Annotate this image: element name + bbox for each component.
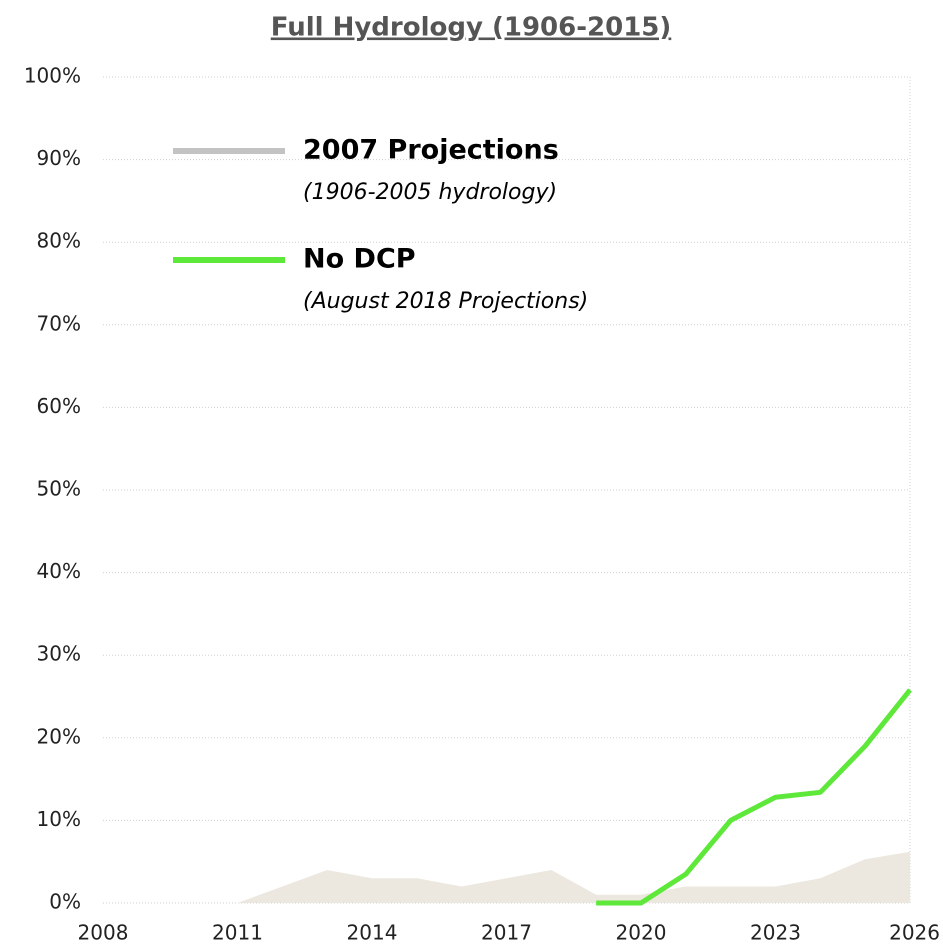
x-tick-label: 2023 [750, 921, 801, 945]
y-tick-label: 100% [24, 64, 81, 88]
legend-label: 2007 Projections [303, 135, 559, 166]
series-line [596, 688, 912, 906]
y-tick-label: 70% [37, 311, 81, 335]
y-tick-label: 10% [37, 807, 81, 831]
y-tick-label: 40% [37, 559, 81, 583]
y-tick-label: 90% [37, 146, 81, 170]
chart-title: Full Hydrology (1906-2015) [271, 13, 672, 43]
y-tick-label: 50% [37, 477, 81, 501]
legend-note: (1906-2005 hydrology) [303, 180, 557, 205]
y-tick-label: 80% [37, 229, 81, 253]
x-tick-label: 2017 [481, 921, 532, 945]
y-tick-label: 0% [49, 890, 81, 914]
x-tick-label: 2026 [889, 921, 940, 945]
y-tick-label: 30% [37, 642, 81, 666]
x-tick-label: 2020 [616, 921, 667, 945]
y-tick-label: 60% [37, 394, 81, 418]
series-area [103, 851, 910, 903]
legend-label: No DCP [303, 244, 416, 275]
legend-note: (August 2018 Projections) [303, 289, 588, 314]
x-tick-label: 2014 [347, 921, 398, 945]
x-tick-label: 2011 [212, 921, 263, 945]
x-tick-label: 2008 [78, 921, 129, 945]
y-tick-label: 20% [37, 724, 81, 748]
